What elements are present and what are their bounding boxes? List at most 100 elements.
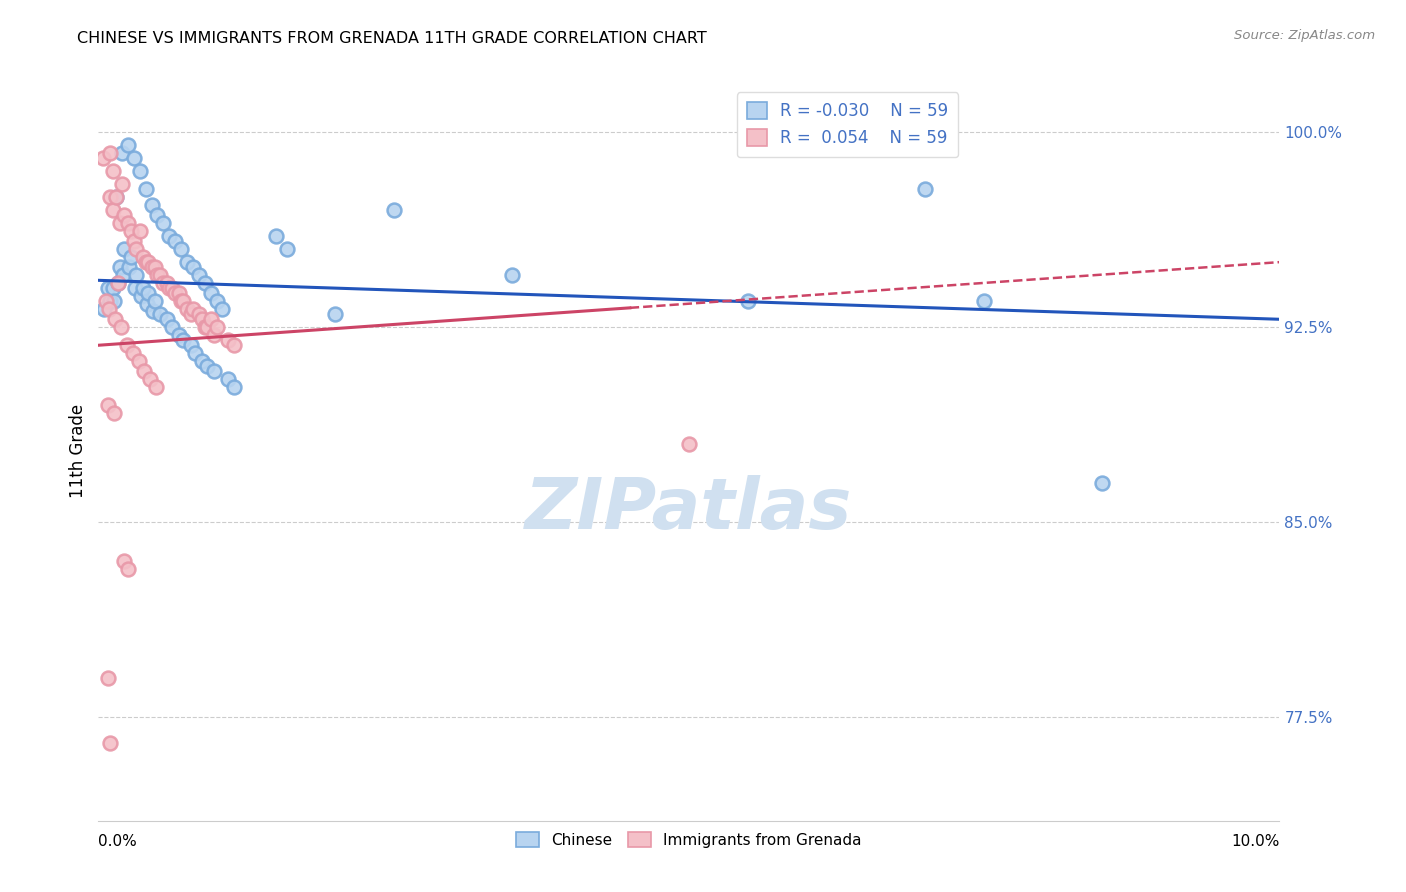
Point — [146, 268, 169, 282]
Point — [914, 182, 936, 196]
Point — [152, 216, 174, 230]
Point — [91, 151, 114, 165]
Point — [149, 268, 172, 282]
Point — [136, 286, 159, 301]
Point — [98, 294, 121, 309]
Point — [200, 286, 222, 301]
Point — [1091, 475, 1114, 490]
Point — [132, 250, 155, 264]
Point — [93, 301, 115, 316]
Point — [167, 286, 190, 301]
Point — [135, 296, 157, 310]
Point — [180, 307, 202, 321]
Point — [122, 151, 145, 165]
Point — [117, 216, 139, 230]
Point — [134, 364, 156, 378]
Point — [128, 224, 150, 238]
Point — [104, 312, 127, 326]
Point — [264, 229, 287, 244]
Point — [187, 307, 209, 321]
Text: 0.0%: 0.0% — [98, 834, 138, 848]
Point — [103, 406, 125, 420]
Point — [276, 242, 298, 256]
Point — [117, 138, 139, 153]
Point — [181, 301, 204, 316]
Point — [180, 338, 202, 352]
Point — [141, 260, 163, 275]
Text: Source: ZipAtlas.com: Source: ZipAtlas.com — [1234, 29, 1375, 42]
Point — [105, 190, 128, 204]
Point — [170, 242, 193, 256]
Point — [195, 320, 218, 334]
Point — [111, 146, 134, 161]
Point — [145, 380, 167, 394]
Point — [141, 198, 163, 212]
Point — [135, 255, 157, 269]
Point — [160, 320, 183, 334]
Point — [121, 224, 143, 238]
Legend: Chinese, Immigrants from Grenada: Chinese, Immigrants from Grenada — [510, 825, 868, 854]
Point — [108, 260, 131, 275]
Point — [97, 281, 120, 295]
Point — [678, 437, 700, 451]
Point — [191, 354, 214, 368]
Point — [98, 736, 121, 750]
Point — [143, 260, 166, 275]
Y-axis label: 11th Grade: 11th Grade — [69, 403, 87, 498]
Point — [125, 268, 148, 282]
Point — [124, 281, 146, 295]
Point — [142, 304, 165, 318]
Point — [112, 554, 135, 568]
Point — [176, 255, 198, 269]
Point — [202, 327, 225, 342]
Text: 10.0%: 10.0% — [1232, 834, 1279, 848]
Point — [94, 294, 117, 309]
Point — [149, 307, 172, 321]
Point — [143, 294, 166, 309]
Point — [121, 250, 143, 264]
Point — [156, 312, 179, 326]
Point — [97, 671, 120, 685]
Point — [157, 281, 180, 295]
Point — [170, 294, 193, 309]
Point — [167, 327, 190, 342]
Point — [132, 281, 155, 295]
Point — [136, 255, 159, 269]
Point — [501, 268, 523, 282]
Point — [101, 203, 124, 218]
Point — [195, 359, 218, 373]
Point — [194, 276, 217, 290]
Point — [184, 346, 207, 360]
Point — [217, 333, 239, 347]
Point — [323, 307, 346, 321]
Point — [128, 354, 150, 368]
Point — [125, 242, 148, 256]
Point — [165, 286, 187, 301]
Point — [112, 208, 135, 222]
Point — [98, 146, 121, 161]
Point — [110, 320, 132, 334]
Point — [382, 203, 405, 218]
Point — [152, 276, 174, 290]
Point — [160, 281, 183, 295]
Point — [135, 182, 157, 196]
Point — [107, 276, 129, 290]
Point — [117, 562, 139, 576]
Point — [103, 294, 125, 309]
Point — [973, 294, 995, 309]
Point — [157, 229, 180, 244]
Point — [224, 338, 246, 352]
Point — [194, 320, 217, 334]
Point — [98, 301, 121, 316]
Point — [139, 372, 162, 386]
Point — [176, 301, 198, 316]
Point — [115, 338, 138, 352]
Point — [172, 294, 194, 309]
Point — [156, 276, 179, 290]
Point — [129, 289, 152, 303]
Point — [224, 380, 246, 394]
Point — [107, 276, 129, 290]
Point — [187, 268, 209, 282]
Point — [211, 301, 233, 316]
Point — [108, 216, 131, 230]
